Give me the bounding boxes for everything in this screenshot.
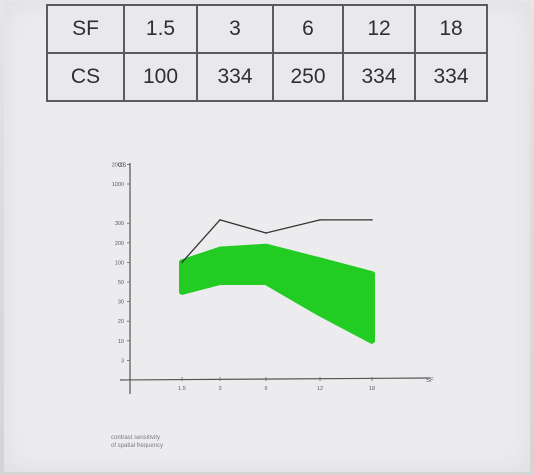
table-cell: SF [46, 4, 125, 54]
y-tick-label: 30 [118, 300, 124, 306]
x-axis [119, 377, 431, 381]
axes-layer [119, 163, 431, 394]
data-point [319, 219, 321, 221]
data-point [265, 232, 267, 234]
normal-band-layer [179, 243, 375, 344]
y-tick-label: 10 [118, 339, 124, 345]
y-tick-label: 100 [115, 260, 124, 266]
x-tick-label: 3 [218, 386, 221, 392]
data-point [181, 261, 183, 264]
caption-line: of spatial frequency [111, 443, 164, 449]
x-tick-label: 18 [369, 386, 375, 392]
table-cell: 3 [196, 4, 274, 54]
x-axis-end-label: SF [426, 378, 434, 384]
table-cell: 6 [272, 4, 344, 54]
series-line-layer [181, 219, 373, 264]
y-tick-label: 3 [121, 358, 124, 364]
table-cell: 12 [342, 4, 416, 54]
table-cell: CS [46, 52, 125, 102]
table-row-sf: SF 1.5 3 6 12 18 [46, 4, 488, 54]
y-tick-label: 50 [118, 280, 124, 286]
table-cell: 1.5 [123, 4, 198, 54]
sf-cs-table: SF 1.5 3 6 12 18 CS 100 334 250 334 334 [46, 4, 488, 102]
table-cell: 334 [342, 52, 416, 102]
table-cell: 100 [123, 52, 198, 102]
table-cell: 18 [414, 4, 488, 54]
y-axis-top-label: CS [118, 163, 126, 169]
x-tick-label: 1.5 [178, 386, 186, 392]
y-tick-label: 1000 [112, 182, 124, 188]
y-tick-label: 2000 [112, 162, 124, 168]
data-point [219, 219, 221, 221]
x-tick-label: 6 [264, 386, 267, 392]
caption-line: contrast sensitivity [111, 435, 161, 441]
table-cell: 334 [414, 52, 488, 102]
data-point [371, 219, 373, 221]
table-cell: 334 [196, 52, 274, 102]
normal-band [179, 243, 375, 344]
table-row-cs: CS 100 334 250 334 334 [46, 52, 488, 102]
y-tick-label: 300 [115, 221, 124, 227]
table-cell: 250 [272, 52, 344, 102]
y-tick-label: 20 [118, 319, 124, 325]
chart-caption: contrast sensitivity of spatial frequenc… [111, 434, 211, 450]
x-tick-label: 12 [317, 386, 323, 392]
y-tick-label: 200 [115, 241, 124, 247]
